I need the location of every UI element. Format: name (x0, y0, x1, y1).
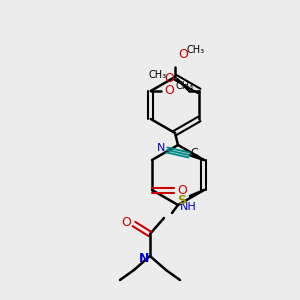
Text: S: S (178, 194, 187, 206)
Text: CH₃: CH₃ (148, 70, 166, 80)
Text: O: O (178, 49, 188, 62)
Text: CH₃: CH₃ (176, 81, 194, 91)
Text: N: N (157, 143, 165, 153)
Text: CH₃: CH₃ (187, 45, 205, 55)
Text: NH: NH (180, 202, 196, 212)
Text: N: N (139, 251, 149, 265)
Text: O: O (177, 184, 187, 196)
Text: C: C (190, 148, 198, 158)
Text: O: O (121, 215, 131, 229)
Text: O: O (164, 85, 174, 98)
Text: O: O (164, 73, 174, 85)
